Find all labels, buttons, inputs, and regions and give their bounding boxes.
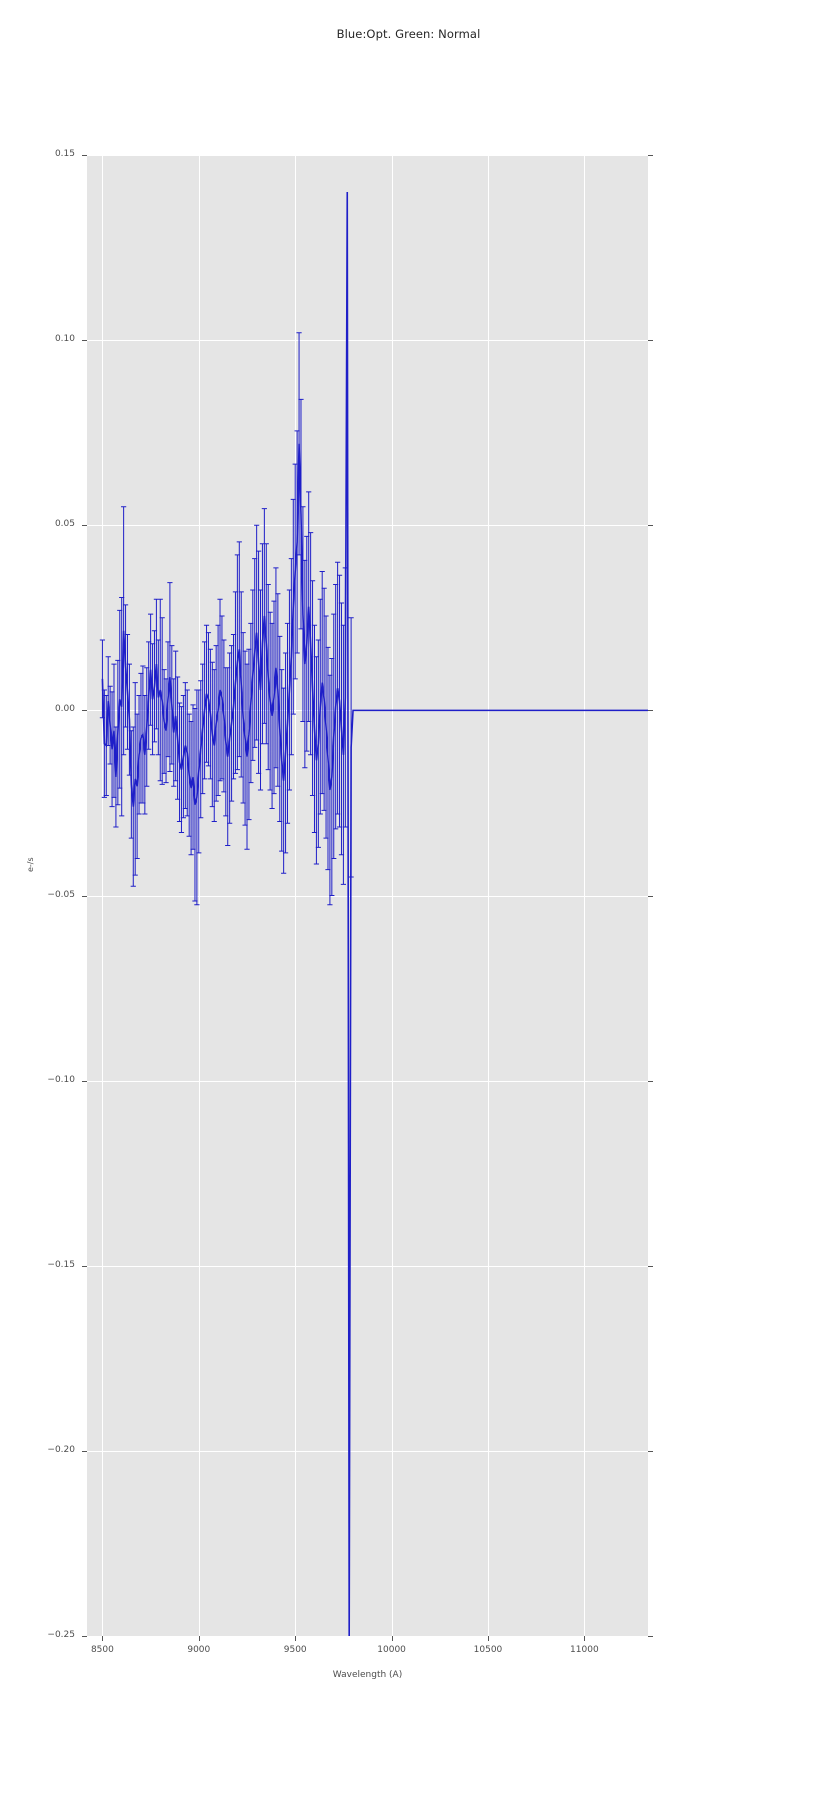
y-tick-mark-right — [648, 155, 653, 156]
y-tick-label: −0.25 — [47, 1630, 75, 1640]
x-tick-label: 10500 — [473, 1645, 503, 1655]
y-gridline--0.05 — [87, 895, 648, 897]
y-gridline-0.10 — [87, 340, 648, 342]
x-tick-label: 9000 — [187, 1645, 211, 1655]
y-tick-mark-right — [648, 1636, 653, 1637]
y-tick-mark — [82, 895, 87, 897]
plot-area — [87, 155, 648, 1636]
x-tick-mark — [391, 1636, 393, 1641]
y-tick-label: −0.05 — [47, 889, 75, 900]
x-tick-mark — [102, 1636, 104, 1641]
y-tick-mark — [82, 1636, 87, 1637]
error-bars — [100, 333, 354, 905]
y-tick-mark-right — [648, 895, 653, 897]
y-tick-label: 0.10 — [54, 334, 75, 345]
y-tick-mark — [82, 525, 87, 527]
x-tick-mark — [584, 1636, 586, 1641]
x-tick-label: 8500 — [90, 1645, 114, 1655]
x-axis-label: Wavelength (A) — [332, 1670, 403, 1680]
y-gridline--0.20 — [87, 1450, 648, 1452]
y-tick-label: −0.10 — [47, 1074, 75, 1085]
y-tick-label: −0.15 — [47, 1259, 75, 1270]
x-tick-mark — [198, 1636, 200, 1641]
data-series-layer — [87, 155, 648, 1636]
y-tick-mark — [82, 155, 87, 156]
x-tick-label: 10000 — [377, 1645, 406, 1655]
x-tick-label: 9500 — [283, 1645, 307, 1655]
x-tick-label: 11000 — [570, 1645, 599, 1655]
y-tick-mark-right — [648, 710, 653, 712]
spectrum-line — [102, 192, 648, 1636]
y-gridline--0.15 — [87, 1265, 648, 1267]
chart-title: Blue:Opt. Green: Normal — [336, 27, 481, 41]
y-axis-label: e-/s — [26, 857, 35, 872]
y-tick-label: 0.05 — [54, 519, 75, 530]
y-tick-mark — [82, 710, 87, 712]
y-tick-mark-right — [648, 340, 653, 342]
y-gridline-0.05 — [87, 525, 648, 527]
y-tick-mark — [82, 1265, 87, 1267]
y-gridline-0.15 — [87, 155, 648, 156]
y-tick-label: −0.20 — [47, 1444, 75, 1455]
y-gridline--0.10 — [87, 1080, 648, 1082]
y-tick-mark — [82, 1450, 87, 1452]
x-tick-mark — [487, 1636, 489, 1641]
y-tick-mark-right — [648, 1450, 653, 1452]
y-tick-mark-right — [648, 1265, 653, 1267]
y-tick-label: 0.15 — [54, 149, 75, 159]
y-tick-mark-right — [648, 525, 653, 527]
y-tick-label: 0.00 — [54, 704, 75, 715]
y-tick-mark — [82, 340, 87, 342]
x-tick-mark — [295, 1636, 297, 1641]
y-tick-mark-right — [648, 1080, 653, 1082]
y-tick-mark — [82, 1080, 87, 1082]
